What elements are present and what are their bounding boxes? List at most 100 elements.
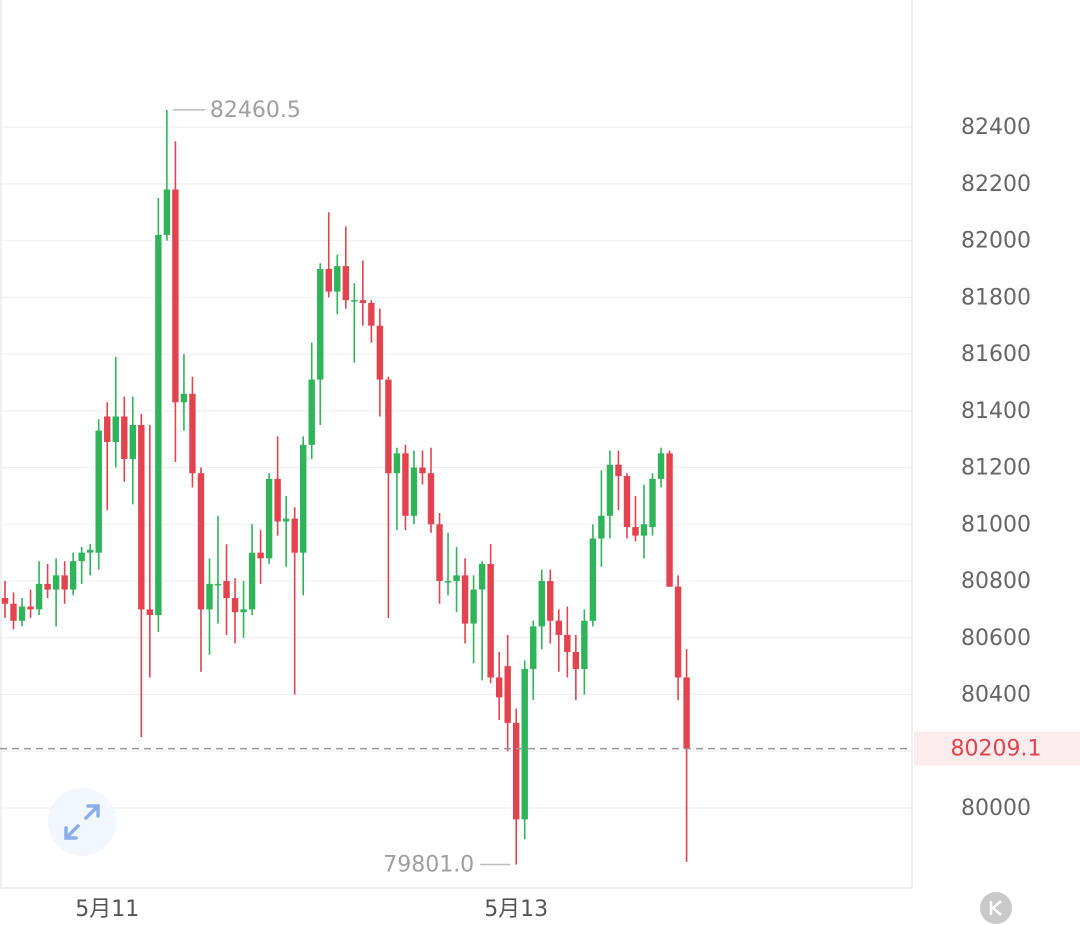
candle-body [44, 583, 51, 590]
candle-body [564, 634, 571, 652]
k-button[interactable] [980, 892, 1012, 924]
k-icon[interactable] [989, 900, 1002, 916]
candle-body [317, 268, 324, 380]
candle-body [342, 266, 349, 301]
y-tick-label: 81000 [961, 512, 1031, 537]
candle-body [487, 564, 494, 678]
candle-body [419, 467, 426, 474]
candle-body [155, 234, 162, 616]
y-tick-label: 80400 [961, 683, 1031, 708]
candle-body [300, 444, 307, 553]
candle-body [223, 581, 230, 599]
candle-body [581, 620, 588, 669]
overlay: 82460.5 79801.0 80209.1 [0, 98, 1080, 877]
candle-body [606, 464, 614, 516]
expand-button[interactable] [48, 788, 116, 856]
candle-body [572, 651, 580, 669]
candle-body [683, 677, 690, 749]
candle-body [138, 424, 145, 610]
candle-body [351, 300, 358, 302]
candle-body [61, 575, 68, 590]
candles [1, 109, 690, 865]
y-tick-label: 80600 [961, 626, 1031, 651]
candle-body [657, 453, 665, 479]
candle-body [359, 300, 367, 303]
y-tick-label: 82400 [961, 115, 1031, 140]
candle-body [555, 620, 562, 635]
candle-body [163, 189, 171, 235]
candle-body [257, 552, 264, 559]
candle-body [180, 393, 188, 403]
candle-body [521, 668, 528, 820]
candle-body [470, 589, 477, 624]
candle-body [1, 598, 9, 604]
candle-body [453, 575, 460, 582]
candle-body [325, 268, 332, 292]
candle-body [368, 302, 375, 326]
candle-body [308, 379, 315, 445]
y-tick-label: 81600 [961, 342, 1031, 367]
high-label: 82460.5 [210, 98, 301, 123]
last-price-box [914, 731, 1080, 766]
y-tick-label: 81800 [961, 285, 1031, 310]
y-tick-label: 80000 [961, 796, 1031, 821]
candle-body [623, 476, 631, 528]
candle-body [27, 606, 34, 610]
candle-body [504, 666, 511, 723]
candle-body [112, 416, 119, 443]
candle-body [444, 581, 452, 583]
candle-body [104, 416, 111, 443]
candle-body [427, 473, 435, 525]
candle-body [172, 189, 179, 403]
candle-body [274, 478, 281, 522]
candle-body [436, 524, 443, 582]
candle-body [121, 416, 128, 460]
candle-body [513, 722, 520, 820]
candle-body [265, 478, 273, 559]
x-tick-label: 5月13 [484, 897, 548, 922]
candle-body [495, 677, 503, 698]
candle-body [95, 430, 102, 553]
candle-body [231, 598, 239, 613]
candle-body [291, 518, 298, 553]
y-tick-label: 81200 [961, 456, 1031, 481]
candle-body [589, 538, 597, 621]
candle-body [78, 552, 85, 562]
candle-body [598, 515, 605, 539]
candle-body [666, 453, 673, 587]
candle-body [10, 603, 17, 621]
candle-body [402, 453, 409, 516]
k-button-bg[interactable] [980, 892, 1012, 924]
candle-body [615, 464, 622, 477]
candle-body [248, 552, 256, 610]
candle-body [632, 527, 639, 536]
candle-body [214, 583, 222, 586]
candle-body [189, 393, 196, 474]
candle-body [52, 575, 60, 590]
candle-body [129, 424, 136, 460]
last-price-label: 80209.1 [951, 737, 1042, 762]
y-tick-label: 82000 [961, 229, 1031, 254]
candle-body [87, 549, 94, 553]
candle-body [547, 581, 554, 621]
candle-body [146, 609, 154, 616]
y-tick-label: 80800 [961, 569, 1031, 594]
x-tick-label: 5月11 [75, 897, 139, 922]
candle-body [674, 586, 682, 678]
expand-icon[interactable] [64, 804, 100, 840]
candle-body [282, 518, 290, 522]
candle-body [478, 564, 486, 590]
candle-body [334, 266, 341, 292]
y-tick-label: 82200 [961, 172, 1031, 197]
candle-body [461, 575, 469, 624]
candle-body [197, 473, 205, 610]
candle-body [18, 606, 26, 621]
candle-body [530, 626, 537, 669]
candle-body [410, 467, 418, 516]
candle-body [385, 379, 392, 474]
candle-body [376, 325, 384, 380]
candle-body [393, 453, 401, 474]
low-label: 79801.0 [383, 852, 474, 877]
expand-button-bg[interactable] [48, 788, 116, 856]
